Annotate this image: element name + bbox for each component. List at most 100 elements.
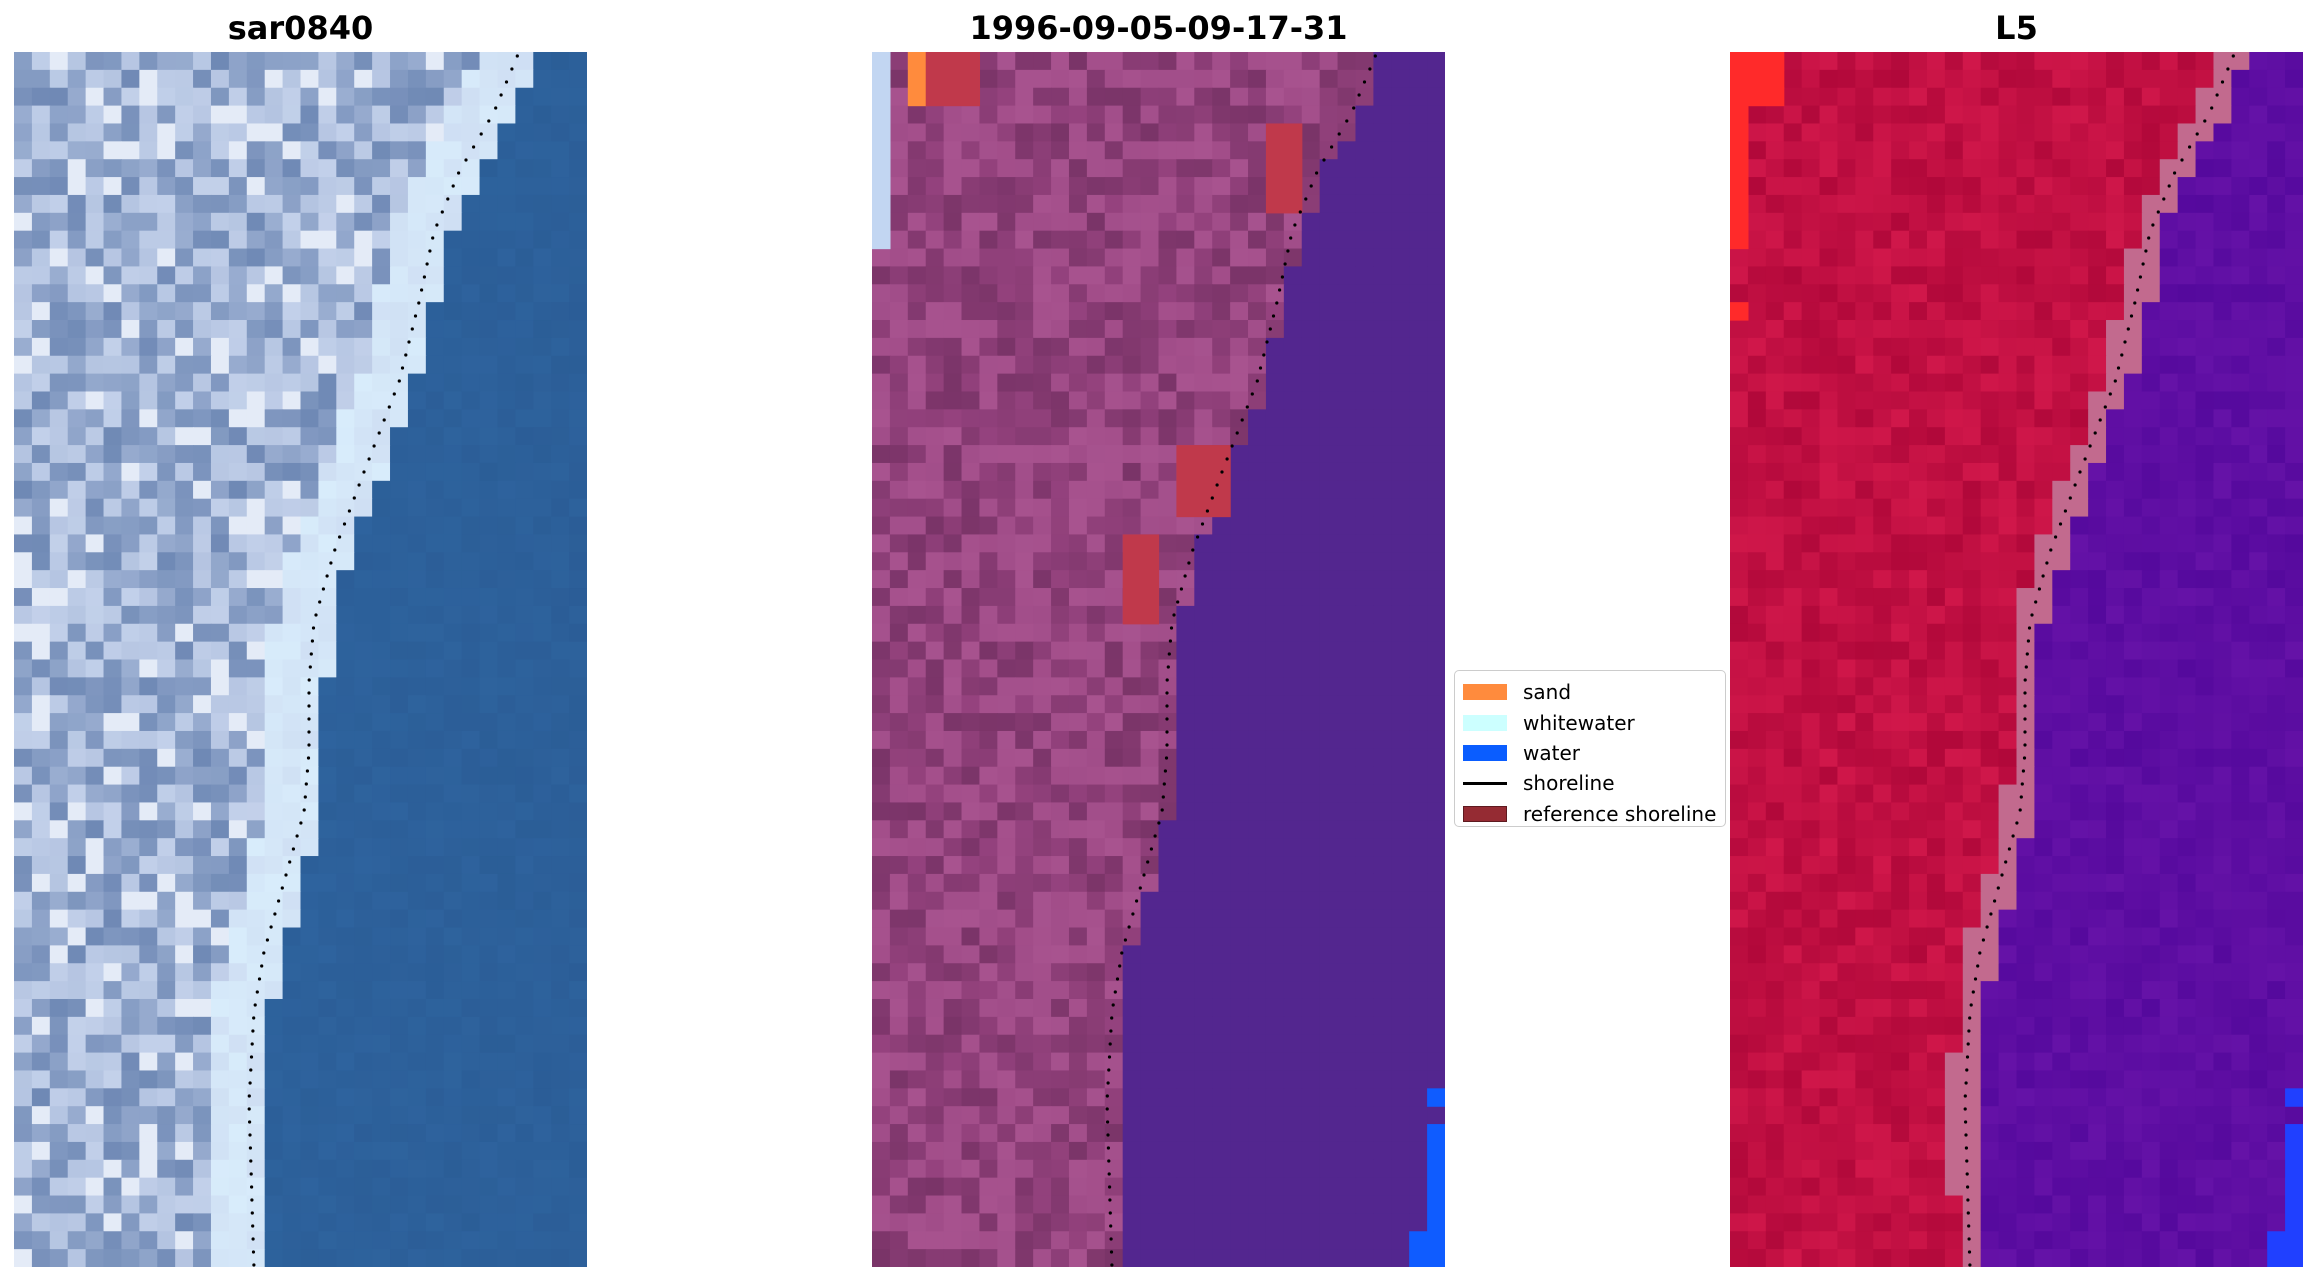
image-pixel	[1337, 802, 1357, 821]
image-pixel	[157, 820, 176, 839]
image-pixel	[354, 373, 373, 393]
image-pixel	[300, 230, 320, 250]
image-pixel	[1194, 838, 1213, 857]
image-pixel	[515, 1088, 534, 1107]
image-pixel	[1265, 552, 1285, 571]
image-pixel	[1337, 123, 1357, 142]
image-pixel	[139, 838, 158, 857]
image-pixel	[14, 248, 33, 268]
image-pixel	[1051, 427, 1070, 446]
image-pixel	[1230, 1159, 1249, 1179]
image-pixel	[157, 1088, 176, 1107]
image-pixel	[872, 1195, 891, 1214]
image-pixel	[1319, 266, 1339, 285]
image-pixel	[121, 1231, 140, 1250]
image-pixel	[1086, 1106, 1106, 1125]
image-pixel	[979, 516, 998, 536]
image-pixel	[1176, 284, 1195, 303]
image-pixel	[1783, 69, 1803, 89]
shoreline-point	[1106, 1146, 1110, 1150]
image-pixel	[228, 1052, 248, 1072]
image-pixel	[461, 802, 481, 821]
image-pixel	[49, 623, 69, 643]
image-pixel	[354, 194, 373, 214]
image-pixel	[1158, 141, 1178, 160]
image-pixel	[1248, 302, 1267, 321]
image-pixel	[2267, 52, 2286, 71]
image-pixel	[1301, 230, 1321, 250]
image-pixel	[1355, 320, 1374, 339]
image-pixel	[1212, 713, 1231, 732]
image-pixel	[336, 534, 355, 553]
image-pixel	[1409, 820, 1428, 839]
image-pixel	[1998, 177, 2018, 196]
image-pixel	[139, 123, 158, 142]
image-pixel	[1391, 713, 1410, 732]
image-pixel	[569, 677, 587, 696]
image-pixel	[1909, 141, 1928, 160]
image-pixel	[2034, 194, 2053, 214]
image-pixel	[1747, 123, 1767, 142]
image-pixel	[961, 820, 981, 839]
image-pixel	[1248, 659, 1267, 678]
image-pixel	[300, 498, 320, 518]
shoreline-point	[1357, 93, 1361, 97]
image-pixel	[1158, 677, 1178, 696]
image-pixel	[121, 427, 140, 446]
image-pixel	[1837, 52, 1856, 71]
image-pixel	[872, 641, 891, 661]
image-pixel	[14, 1088, 33, 1107]
image-pixel	[2106, 159, 2125, 178]
image-pixel	[2016, 177, 2036, 196]
image-pixel	[1068, 1249, 1088, 1267]
image-pixel	[479, 641, 499, 661]
image-pixel	[210, 194, 230, 214]
image-pixel	[300, 462, 320, 482]
image-pixel	[1265, 516, 1285, 536]
image-pixel	[354, 927, 373, 946]
image-pixel	[889, 713, 909, 732]
image-pixel	[479, 748, 499, 768]
image-pixel	[497, 1231, 516, 1250]
image-pixel	[889, 480, 909, 500]
image-pixel	[1033, 373, 1052, 393]
image-pixel	[139, 266, 158, 285]
image-pixel	[1873, 266, 1892, 285]
image-pixel	[515, 212, 534, 232]
image-pixel	[49, 1124, 69, 1143]
image-pixel	[925, 1249, 945, 1267]
image-pixel	[1801, 105, 1821, 125]
image-pixel	[264, 123, 284, 142]
image-pixel	[515, 123, 534, 142]
image-pixel	[533, 623, 552, 643]
image-pixel	[139, 141, 158, 160]
image-pixel	[282, 588, 302, 607]
image-pixel	[1033, 355, 1052, 375]
image-pixel	[1283, 891, 1303, 911]
image-pixel	[264, 605, 284, 625]
image-pixel	[407, 230, 427, 250]
image-pixel	[2213, 52, 2232, 71]
image-pixel	[1194, 337, 1213, 357]
image-pixel	[157, 1034, 176, 1054]
image-pixel	[1104, 820, 1124, 839]
image-pixel	[354, 1213, 373, 1232]
image-pixel	[14, 784, 33, 804]
image-pixel	[14, 159, 33, 178]
image-pixel	[925, 498, 945, 518]
image-pixel	[193, 748, 212, 768]
image-pixel	[121, 1195, 140, 1214]
image-pixel	[407, 570, 427, 589]
image-pixel	[1158, 123, 1178, 142]
image-pixel	[193, 1141, 212, 1161]
image-pixel	[461, 212, 481, 232]
image-pixel	[264, 1088, 284, 1107]
image-pixel	[1122, 123, 1142, 142]
image-pixel	[551, 1249, 570, 1267]
image-pixel	[1373, 194, 1392, 214]
image-pixel	[1122, 87, 1142, 107]
image-pixel	[443, 891, 463, 911]
image-pixel	[1248, 802, 1267, 821]
image-pixel	[497, 177, 516, 196]
image-pixel	[1265, 480, 1285, 500]
